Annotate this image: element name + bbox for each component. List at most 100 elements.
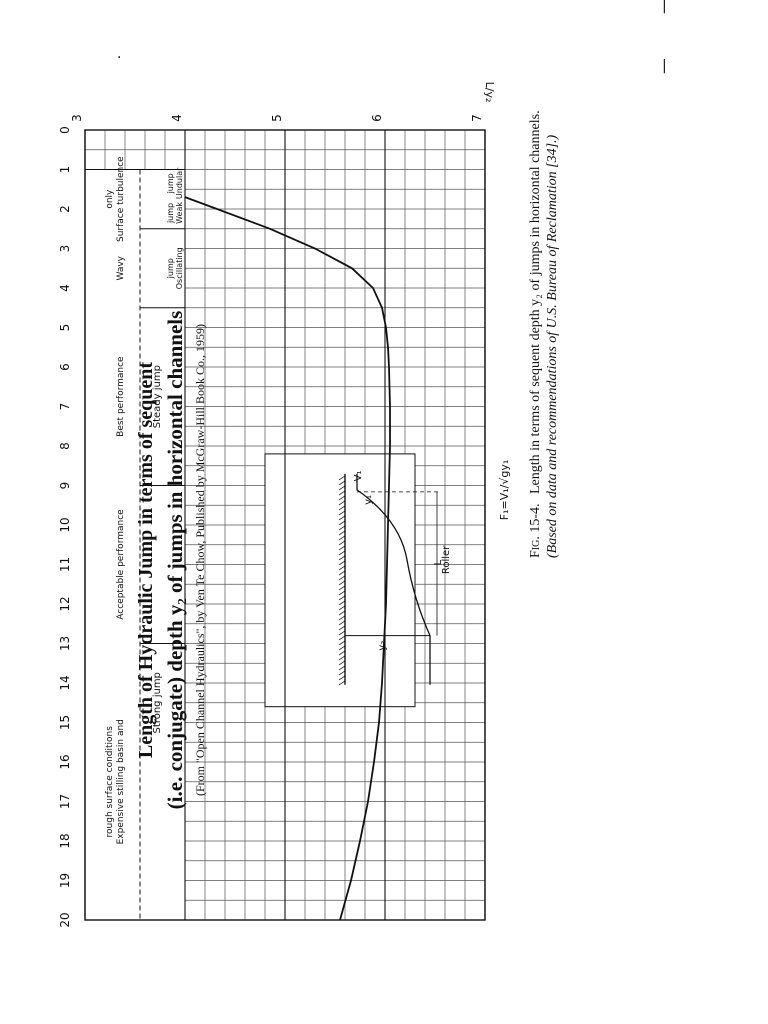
caption-source: (Based on data and recommendations of U.… bbox=[545, 134, 560, 558]
inset-bg bbox=[265, 453, 415, 707]
slide-title-line-2: (i.e. conjugate) depth y₂ of jumps in ho… bbox=[163, 311, 187, 810]
x-tick-9: 9 bbox=[58, 482, 72, 490]
bed-hatch bbox=[338, 590, 346, 596]
slide-credit: (From "Open Channel Hydraulics", by Ven … bbox=[193, 324, 207, 796]
x-tick-12: 12 bbox=[58, 596, 72, 611]
bed-hatch bbox=[338, 560, 346, 566]
bed-hatch bbox=[338, 570, 346, 576]
bed-hatch bbox=[338, 540, 346, 546]
series-line bbox=[184, 196, 391, 921]
bed-hatch bbox=[338, 625, 346, 631]
jump-zone-label: jump bbox=[166, 173, 175, 194]
bed-hatch bbox=[338, 565, 346, 571]
bed-hatch bbox=[338, 555, 346, 561]
performance-zone-label: Wavy bbox=[116, 255, 126, 280]
inset-label-v1: V₁ bbox=[353, 470, 364, 481]
bed-hatch bbox=[338, 505, 346, 511]
y-axis-label: L/y₂ bbox=[483, 82, 496, 103]
bed-hatch bbox=[338, 675, 346, 681]
jump-zone-label: Weak bbox=[175, 202, 184, 224]
bed-hatch bbox=[338, 580, 346, 586]
bed-hatch bbox=[338, 660, 346, 666]
inset-frame bbox=[264, 453, 416, 708]
scan-mark-middle: | bbox=[662, 58, 667, 74]
x-tick-14: 14 bbox=[58, 675, 72, 690]
inset-label-y2: y₂ bbox=[377, 641, 388, 651]
inset-label-y1: y₁ bbox=[363, 495, 374, 505]
bed-hatch bbox=[338, 615, 346, 621]
bed-hatch bbox=[338, 550, 346, 556]
x-tick-1: 1 bbox=[58, 166, 72, 174]
slide-title-line-1: Length of Hydraulic Jump in terms of seq… bbox=[135, 362, 157, 758]
x-tick-5: 5 bbox=[58, 324, 72, 332]
inset-label-roller: Roller bbox=[441, 545, 452, 574]
x-tick-16: 16 bbox=[58, 754, 72, 769]
bed-hatch bbox=[338, 500, 346, 506]
performance-zone-label: Best performance bbox=[116, 356, 126, 437]
bed-hatch bbox=[338, 630, 346, 636]
jump-zone-label: Oscillating bbox=[175, 247, 184, 289]
jump-sketch-inset: Roller V₁ y₁ Ly₂ bbox=[264, 453, 452, 708]
x-tick-7: 7 bbox=[58, 403, 72, 411]
bed-hatch bbox=[338, 600, 346, 606]
y-tick-labels: 3 4 5 6 7 bbox=[70, 114, 484, 122]
zone-panel bbox=[85, 169, 415, 920]
performance-zone-label: Surface turbulence bbox=[116, 156, 126, 242]
bed-hatch bbox=[338, 510, 346, 516]
series bbox=[184, 196, 391, 921]
bed-hatch bbox=[338, 640, 346, 646]
x-tick-11: 11 bbox=[58, 557, 72, 572]
y-tick-7: 7 bbox=[470, 114, 484, 122]
jump-zone-label: jump bbox=[166, 203, 175, 224]
x-tick-8: 8 bbox=[58, 442, 72, 450]
bed-hatch bbox=[338, 535, 346, 541]
bed-hatch bbox=[338, 530, 346, 536]
jump-zone-label: Steady jump bbox=[152, 365, 163, 428]
bed-hatch bbox=[338, 520, 346, 526]
bed-hatch bbox=[338, 545, 346, 551]
scan-mark-top: | bbox=[662, 0, 667, 14]
bed-hatch bbox=[338, 490, 346, 496]
x-tick-2: 2 bbox=[58, 205, 72, 213]
bed-hatch bbox=[338, 650, 346, 656]
x-axis-label: F₁=V₁/√gy₁ bbox=[498, 460, 511, 521]
bed-hatch bbox=[338, 605, 346, 611]
x-tick-13: 13 bbox=[58, 636, 72, 651]
bed-hatch bbox=[338, 495, 346, 501]
bed-hatch bbox=[338, 525, 346, 531]
caption-text: Length in terms of sequent depth y₂ of j… bbox=[528, 110, 543, 494]
figure-caption: Fig. 15-4. Length in terms of sequent de… bbox=[528, 110, 560, 558]
x-tick-6: 6 bbox=[58, 363, 72, 371]
x-tick-20: 20 bbox=[58, 912, 72, 927]
bed-hatch bbox=[338, 680, 346, 686]
zone-panel-bg bbox=[85, 169, 185, 920]
bed-hatch bbox=[338, 585, 346, 591]
bed-hatch bbox=[338, 480, 346, 486]
bed-hatch bbox=[338, 665, 346, 671]
bed-hatch bbox=[338, 645, 346, 651]
x-tick-0: 0 bbox=[58, 126, 72, 134]
bed-hatch bbox=[338, 475, 346, 481]
performance-zone-label: Acceptable performance bbox=[116, 509, 126, 620]
performance-zone-label: rough surface conditions bbox=[105, 726, 115, 838]
zone-annotations: UndularjumpWeakjumpOscillatingjumpSteady… bbox=[105, 156, 184, 845]
major-grid bbox=[84, 129, 486, 921]
inset-label-L: L bbox=[433, 560, 444, 566]
x-tick-18: 18 bbox=[58, 833, 72, 848]
y-tick-4: 4 bbox=[170, 114, 184, 122]
slide-text: Length of Hydraulic Jump in terms of seq… bbox=[135, 311, 207, 810]
bed-hatch bbox=[338, 485, 346, 491]
jump-zone-label: Undular bbox=[175, 167, 184, 199]
performance-zone-label: Expensive stilling basin and bbox=[116, 719, 126, 844]
y-tick-3: 3 bbox=[70, 114, 84, 122]
caption-line: Fig. 15-4. Length in terms of sequent de… bbox=[528, 110, 543, 558]
x-tick-15: 15 bbox=[58, 715, 72, 730]
y-tick-5: 5 bbox=[270, 114, 284, 122]
x-tick-4: 4 bbox=[58, 284, 72, 292]
plot-frame bbox=[84, 129, 486, 921]
y-axis-label-text: L/y₂ bbox=[483, 82, 496, 103]
